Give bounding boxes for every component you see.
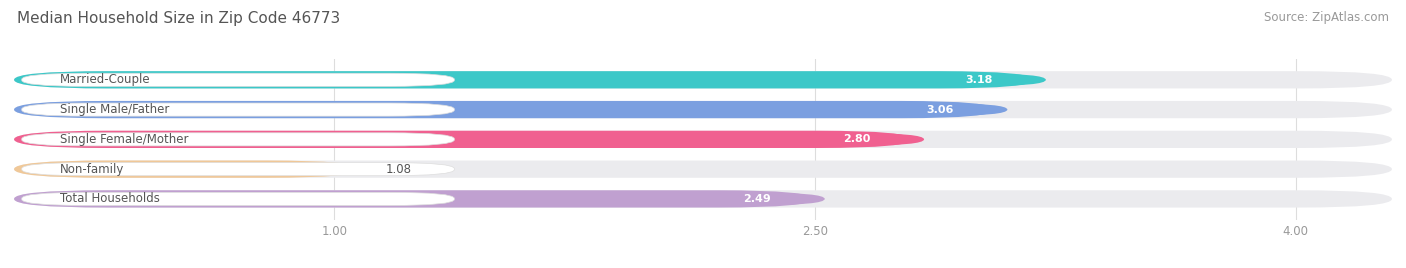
FancyBboxPatch shape (911, 74, 1046, 86)
Text: 2.49: 2.49 (744, 194, 772, 204)
FancyBboxPatch shape (14, 190, 1392, 207)
Text: Single Male/Father: Single Male/Father (60, 103, 170, 116)
FancyBboxPatch shape (14, 190, 811, 207)
FancyBboxPatch shape (21, 73, 454, 86)
FancyBboxPatch shape (14, 101, 994, 118)
FancyBboxPatch shape (21, 192, 454, 206)
Text: Source: ZipAtlas.com: Source: ZipAtlas.com (1264, 11, 1389, 24)
FancyBboxPatch shape (14, 101, 1392, 118)
FancyBboxPatch shape (14, 161, 1392, 178)
FancyBboxPatch shape (790, 133, 924, 146)
Text: Single Female/Mother: Single Female/Mother (60, 133, 188, 146)
Text: Non-family: Non-family (60, 163, 125, 176)
Text: 2.80: 2.80 (844, 134, 870, 144)
FancyBboxPatch shape (690, 193, 825, 205)
FancyBboxPatch shape (21, 103, 454, 116)
FancyBboxPatch shape (873, 103, 1008, 116)
FancyBboxPatch shape (14, 71, 1392, 88)
Text: 3.18: 3.18 (965, 75, 993, 85)
FancyBboxPatch shape (14, 131, 911, 148)
FancyBboxPatch shape (14, 131, 1392, 148)
FancyBboxPatch shape (21, 163, 454, 176)
FancyBboxPatch shape (14, 161, 360, 178)
Text: 1.08: 1.08 (385, 163, 412, 176)
FancyBboxPatch shape (21, 133, 454, 146)
Text: 3.06: 3.06 (927, 105, 953, 115)
Text: Total Households: Total Households (60, 192, 160, 205)
Text: Median Household Size in Zip Code 46773: Median Household Size in Zip Code 46773 (17, 11, 340, 26)
FancyBboxPatch shape (14, 71, 1033, 88)
Text: Married-Couple: Married-Couple (60, 73, 150, 86)
